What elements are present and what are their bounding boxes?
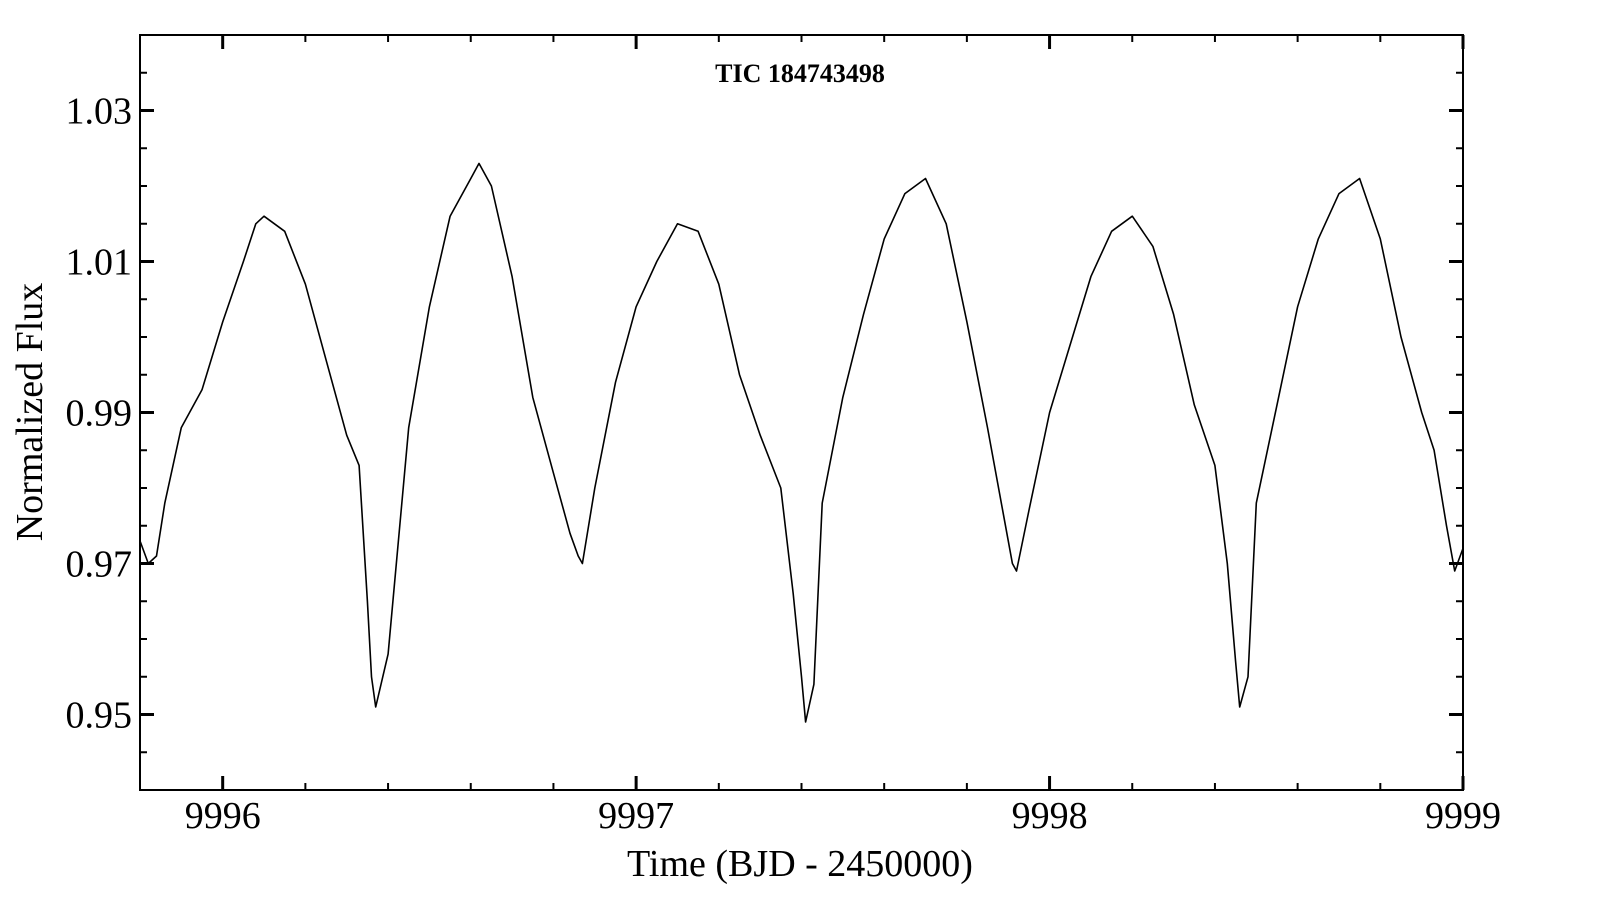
tick-labels: 9996 9997 9998 9999 0.95 0.97 0.99 1.01 1.03 <box>66 91 1502 838</box>
x-axis-title: Time (BJD - 2450000) <box>627 843 973 885</box>
y-tick-label: 1.03 <box>66 91 133 133</box>
x-tick-label: 9998 <box>1012 795 1088 837</box>
y-tick-label: 0.99 <box>66 393 133 435</box>
y-tick-label: 0.95 <box>66 695 133 737</box>
flux-series-line <box>139 162 1464 723</box>
y-tick-label: 0.97 <box>66 544 133 586</box>
x-tick-label: 9997 <box>598 795 674 837</box>
x-tick-label: 9999 <box>1425 795 1501 837</box>
axis-ticks <box>139 35 1465 790</box>
y-axis-title: Normalized Flux <box>9 283 51 542</box>
plot-area <box>139 34 1464 791</box>
chart-title: TIC 184743498 <box>715 59 885 88</box>
x-tick-label: 9996 <box>185 795 261 837</box>
y-tick-label: 1.01 <box>66 242 133 284</box>
